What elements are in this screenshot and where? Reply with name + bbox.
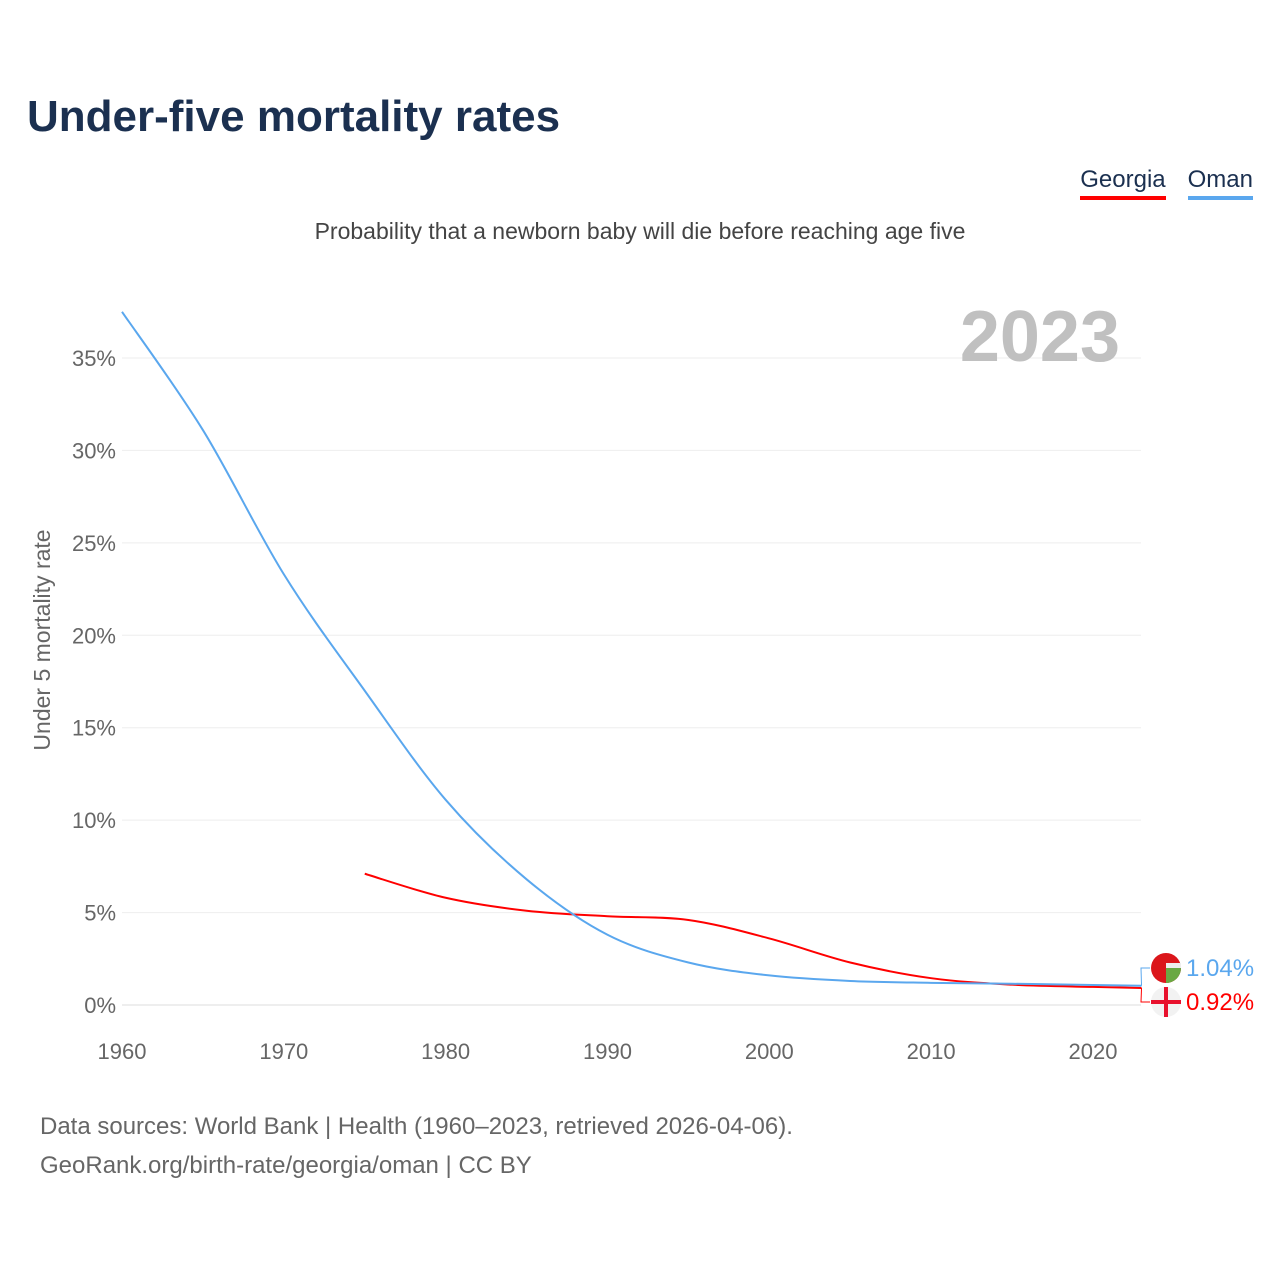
y-tick-label: 10% [72, 808, 116, 833]
x-tick-label: 1990 [583, 1039, 632, 1064]
y-tick-label: 20% [72, 623, 116, 648]
chart-title: Under-five mortality rates [27, 92, 561, 141]
flag-cross-v [1164, 987, 1168, 1017]
series-line-georgia [364, 872, 1142, 989]
legend: Georgia Oman [1080, 166, 1253, 200]
x-tick-label: 2000 [745, 1039, 794, 1064]
y-tick-label: 25% [72, 531, 116, 556]
x-tick-label: 1970 [259, 1039, 308, 1064]
flag-green [1166, 968, 1181, 983]
source-note: Data sources: World Bank | Health (1960–… [40, 1107, 793, 1185]
series-line-oman [121, 311, 1142, 987]
source-line-2[interactable]: GeoRank.org/birth-rate/georgia/oman | CC… [40, 1152, 532, 1179]
x-tick-label: 1980 [421, 1039, 470, 1064]
x-tick-label: 2020 [1069, 1039, 1118, 1064]
legend-georgia[interactable]: Georgia [1080, 166, 1166, 200]
y-tick-label: 0% [84, 993, 116, 1018]
y-tick-label: 15% [72, 716, 116, 741]
end-value-label: 0.92% [1186, 989, 1254, 1016]
y-tick-label: 5% [84, 901, 116, 926]
leader-line [1140, 967, 1150, 986]
x-tick-label: 2010 [907, 1039, 956, 1064]
leader-line [1140, 987, 1150, 1003]
flag-white [1166, 963, 1181, 968]
x-tick-label: 1960 [98, 1039, 147, 1064]
end-value-label: 1.04% [1186, 955, 1254, 982]
chart-subtitle: Probability that a newborn baby will die… [314, 218, 966, 244]
y-tick-label: 30% [72, 438, 116, 463]
oman-flag-icon [1151, 953, 1181, 983]
year-watermark: 2023 [960, 297, 1120, 377]
y-tick-label: 35% [72, 346, 116, 371]
y-axis-label: Under 5 mortality rate [29, 529, 55, 750]
legend-oman[interactable]: Oman [1187, 166, 1253, 200]
georgia-flag-icon [1151, 987, 1181, 1017]
source-line-1: Data sources: World Bank | Health (1960–… [40, 1113, 793, 1140]
